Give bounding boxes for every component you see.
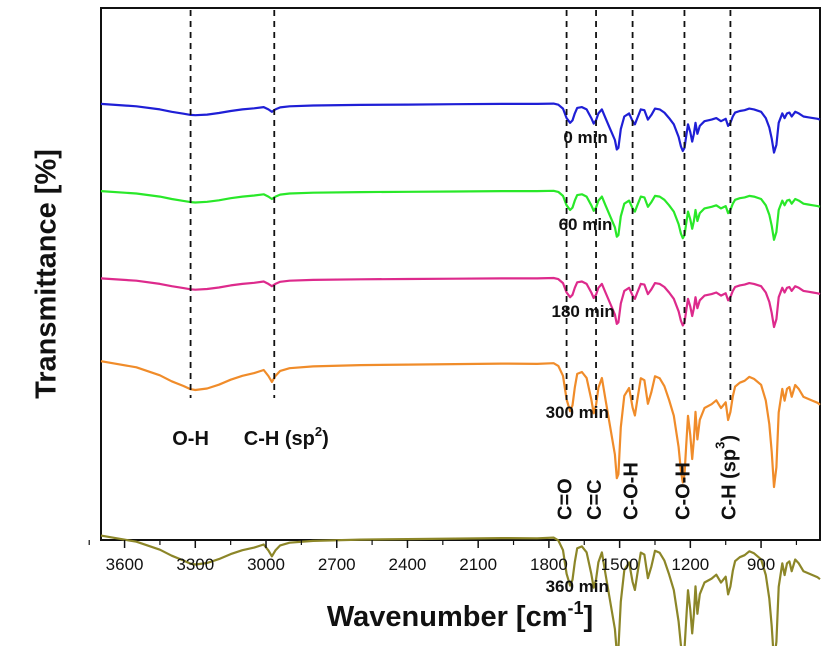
- x-tick-label: 2400: [389, 555, 427, 574]
- y-axis-title: Transmittance [%]: [31, 149, 63, 399]
- x-tick-label: 3300: [176, 555, 214, 574]
- x-tick-label: 2100: [459, 555, 497, 574]
- x-axis-title-main: Wavenumber [cm: [327, 601, 568, 633]
- x-axis-title: Wavenumber [cm-1]: [327, 598, 593, 633]
- band-label: C-O-H: [673, 462, 695, 520]
- reference-lines-layer: [189, 10, 732, 400]
- curves-layer: [100, 102, 821, 651]
- series-line-300-min: [100, 360, 821, 489]
- x-tick-label: 3000: [247, 555, 285, 574]
- series-label: 300 min: [546, 403, 609, 422]
- band-label: C-O-H: [621, 462, 643, 520]
- x-tick-label: 3600: [106, 555, 144, 574]
- x-tick-label: 900: [747, 555, 775, 574]
- series-label: 360 min: [546, 577, 609, 596]
- series-line-0-min: [100, 102, 821, 154]
- series-label: 0 min: [563, 128, 607, 147]
- series-line-360-min: [100, 534, 821, 651]
- series-label: 60 min: [559, 215, 613, 234]
- band-label: C-H (sp2): [244, 424, 329, 450]
- band-label: C=C: [584, 479, 606, 520]
- x-axis-title-end: ]: [584, 601, 594, 633]
- series-line-60-min: [100, 189, 821, 241]
- band-label: O-H: [172, 428, 209, 450]
- x-tick-label: 1200: [671, 555, 709, 574]
- band-label: C-H (sp3): [713, 435, 741, 520]
- x-axis-title-sup: -1: [567, 598, 583, 618]
- series-line-180-min: [100, 276, 821, 329]
- x-tick-label: 1500: [601, 555, 639, 574]
- plot-frame: [100, 7, 821, 541]
- labels-layer: 0 min 60 min 180 min 300 min 360 min O-H C-H (…: [172, 128, 740, 596]
- x-tick-label: 1800: [530, 555, 568, 574]
- series-label: 180 min: [552, 302, 615, 321]
- x-ticks-layer: 3600 3300 3000 2700 2400 2100 1800 1500 1200 900: [88, 540, 798, 574]
- band-label: C=O: [555, 478, 577, 520]
- x-tick-label: 2700: [318, 555, 356, 574]
